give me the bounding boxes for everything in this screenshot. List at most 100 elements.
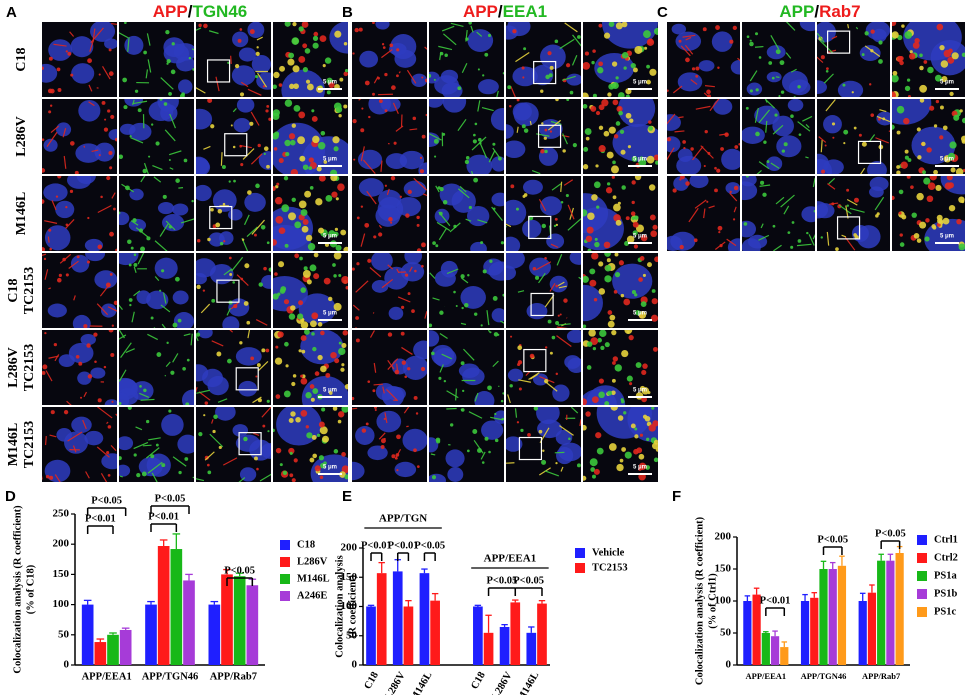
puncta [373,407,378,409]
puncta [544,128,548,132]
puncta [241,238,245,241]
puncta [916,127,921,132]
process [529,120,532,126]
process [802,115,813,122]
puncta [109,231,114,237]
puncta [137,108,142,113]
process [749,70,758,82]
puncta [464,159,470,165]
process [695,105,711,110]
puncta [228,180,231,183]
puncta [551,335,556,340]
puncta [654,256,658,263]
nucleus [261,275,271,289]
bar [895,553,904,665]
process [457,118,467,132]
puncta [604,275,612,283]
process [132,99,135,106]
process [373,76,379,84]
process [243,214,250,226]
puncta [86,343,91,348]
puncta [298,300,304,306]
process [360,146,365,162]
puncta [950,167,956,173]
puncta [146,236,151,241]
legend-label: PS1a [934,570,958,581]
nucleus [594,52,635,84]
puncta [593,297,598,302]
puncta [762,192,767,197]
significance-bracket [765,607,786,616]
process [50,125,60,134]
puncta [611,378,616,383]
puncta [820,236,823,239]
process [140,398,155,401]
bar [537,603,547,665]
puncta [268,117,271,121]
nucleus [358,178,384,197]
process [579,419,581,427]
process [355,280,369,293]
puncta [937,218,943,224]
puncta [598,288,606,295]
x-tick-label: M146L [515,670,541,695]
puncta [119,211,121,215]
process [251,219,265,235]
puncta [273,428,275,433]
nucleus [564,355,581,369]
puncta [198,23,202,28]
nucleus [162,214,185,232]
puncta [110,353,115,358]
nucleus [467,29,494,52]
puncta [778,95,781,97]
process [790,68,797,73]
puncta [307,243,316,251]
puncta [360,205,364,208]
process [148,437,161,441]
process [229,330,234,333]
process [162,292,167,304]
puncta [858,133,862,137]
row-label: C18 [6,278,21,302]
process [196,386,198,393]
process [72,445,77,453]
puncta [217,209,223,214]
puncta [97,398,102,403]
puncta [365,422,369,426]
puncta [910,185,914,189]
puncta [521,124,526,129]
puncta [119,154,124,160]
puncta [326,90,331,95]
process [797,121,811,132]
puncta [431,475,437,480]
puncta [919,221,927,229]
puncta [523,193,528,197]
process [560,181,563,193]
process [42,475,43,480]
puncta [878,40,883,45]
puncta [541,122,544,125]
process [401,346,413,355]
nucleus [537,419,563,439]
puncta [202,289,206,292]
bar [392,571,403,665]
puncta [899,233,903,237]
puncta [745,176,749,178]
process [92,28,96,43]
process [209,433,224,448]
puncta [610,165,619,174]
nucleus [506,436,523,452]
puncta [300,209,308,216]
process [373,383,383,386]
puncta [749,39,752,42]
nucleus [522,219,542,239]
puncta [143,388,147,393]
error-bar [172,533,181,550]
process [487,330,491,333]
puncta [216,351,222,357]
puncta [846,204,849,207]
micrograph [42,330,117,405]
puncta [949,91,954,96]
error-bar [421,568,428,574]
puncta [304,190,312,198]
